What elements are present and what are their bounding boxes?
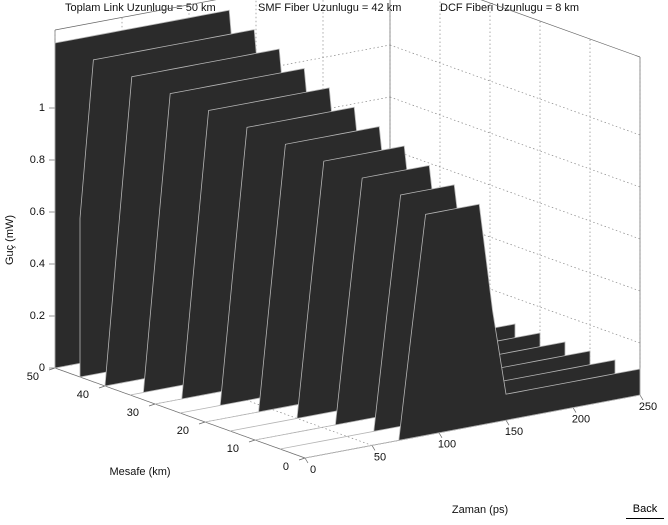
tick-mark bbox=[639, 394, 644, 401]
grid-line bbox=[389, 96, 641, 188]
tick-mark bbox=[572, 407, 577, 413]
tick-mark bbox=[371, 445, 376, 451]
x-tick-label: 250 bbox=[639, 401, 657, 413]
x-tick-label: 200 bbox=[572, 414, 590, 426]
z-tick-label: 0.4 bbox=[30, 258, 45, 270]
x-tick-label: 50 bbox=[374, 451, 386, 463]
tick-mark bbox=[505, 420, 510, 426]
title: SMF Fiber Uzunlugu = 42 km bbox=[258, 2, 401, 14]
tick-mark bbox=[298, 457, 306, 461]
x-tick-label: 0 bbox=[310, 464, 316, 476]
tick-mark bbox=[48, 367, 56, 371]
x-tick-label: 150 bbox=[505, 426, 523, 438]
grid-line bbox=[389, 148, 641, 240]
y-tick-label: 50 bbox=[27, 371, 39, 383]
y-tick-label: 20 bbox=[177, 425, 189, 437]
y-axis-label: Mesafe (km) bbox=[109, 466, 170, 478]
z-tick-label: 0.2 bbox=[30, 310, 45, 322]
title: DCF Fiberi Uzunlugu = 8 km bbox=[440, 2, 579, 14]
y-tick-label: 0 bbox=[283, 461, 289, 473]
axis-line bbox=[54, 0, 217, 31]
back-button[interactable]: Back bbox=[626, 500, 664, 519]
tick-mark bbox=[198, 421, 206, 425]
grid-line bbox=[389, 44, 641, 136]
axis-line bbox=[480, 0, 641, 58]
title: Toplam Link Uzunlugu = 50 km bbox=[65, 2, 216, 14]
tick-mark bbox=[148, 403, 156, 407]
x-axis-label: Zaman (ps) bbox=[452, 504, 508, 516]
z-tick-label: 0.6 bbox=[30, 206, 45, 218]
y-tick-label: 30 bbox=[127, 407, 139, 419]
z-tick-label: 0 bbox=[39, 362, 45, 374]
tick-mark bbox=[98, 385, 106, 389]
x-tick-label: 100 bbox=[438, 439, 456, 451]
tick-mark bbox=[304, 457, 309, 464]
y-tick-label: 10 bbox=[227, 443, 239, 455]
z-tick-label: 0.8 bbox=[30, 154, 45, 166]
tick-mark bbox=[438, 432, 443, 438]
z-tick-label: 1 bbox=[39, 102, 45, 114]
surface-row bbox=[304, 203, 641, 459]
y-tick-label: 40 bbox=[77, 389, 89, 401]
tick-mark bbox=[248, 439, 256, 443]
z-axis-label: Guç (mW) bbox=[4, 215, 16, 265]
